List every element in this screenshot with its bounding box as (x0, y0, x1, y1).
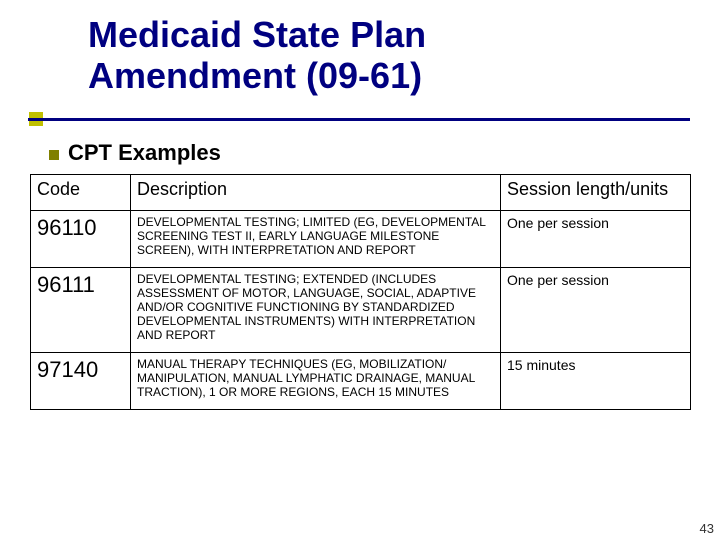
cell-description: MANUAL THERAPY TECHNIQUES (EG, MOBILIZAT… (131, 353, 501, 410)
subheading-bullet-icon (49, 150, 59, 160)
cell-session: 15 minutes (501, 353, 691, 410)
subheading: CPT Examples (68, 140, 221, 166)
cell-session: One per session (501, 211, 691, 268)
cell-code: 96111 (31, 268, 131, 353)
col-header-session: Session length/units (501, 175, 691, 211)
cell-code: 96110 (31, 211, 131, 268)
cell-description: DEVELOPMENTAL TESTING; LIMITED (EG, DEVE… (131, 211, 501, 268)
table-row: 96110 DEVELOPMENTAL TESTING; LIMITED (EG… (31, 211, 691, 268)
title-underline (28, 118, 690, 121)
title-line-1: Medicaid State Plan (88, 14, 426, 55)
cpt-table: Code Description Session length/units 96… (30, 174, 691, 410)
slide: Medicaid State Plan Amendment (09-61) CP… (0, 0, 720, 540)
cell-session: One per session (501, 268, 691, 353)
title-block: Medicaid State Plan Amendment (09-61) (88, 14, 680, 97)
page-number: 43 (700, 521, 714, 536)
table-row: 97140 MANUAL THERAPY TECHNIQUES (EG, MOB… (31, 353, 691, 410)
slide-title: Medicaid State Plan Amendment (09-61) (88, 14, 680, 97)
table-row: 96111 DEVELOPMENTAL TESTING; EXTENDED (I… (31, 268, 691, 353)
cell-description: DEVELOPMENTAL TESTING; EXTENDED (INCLUDE… (131, 268, 501, 353)
cell-code: 97140 (31, 353, 131, 410)
title-line-2: Amendment (09-61) (88, 55, 422, 96)
col-header-description: Description (131, 175, 501, 211)
col-header-code: Code (31, 175, 131, 211)
table-header-row: Code Description Session length/units (31, 175, 691, 211)
